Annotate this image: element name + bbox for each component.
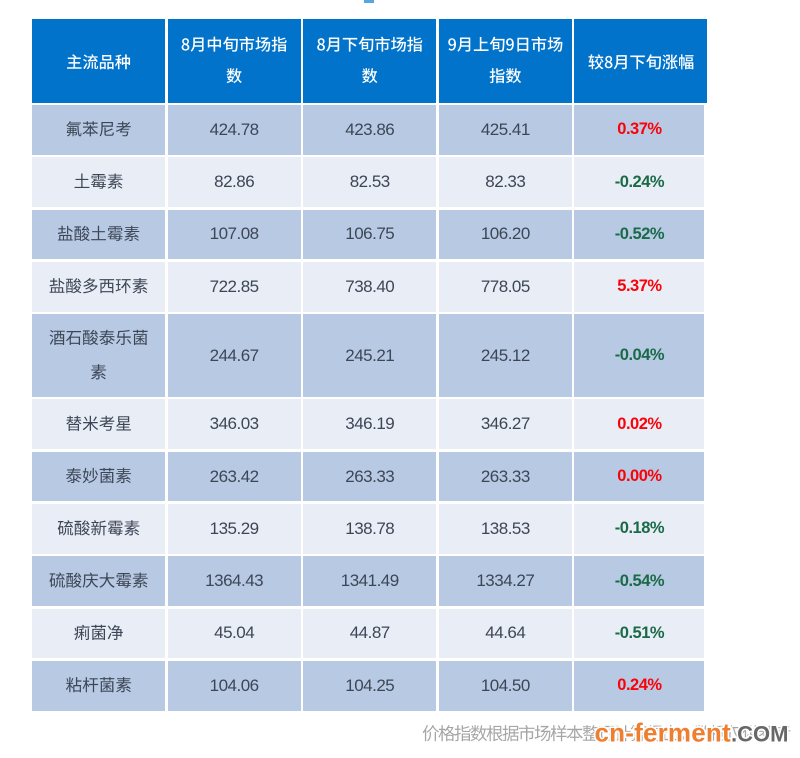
svg-text:cn-ferment: cn-ferment	[595, 718, 731, 748]
svg-text:.COM: .COM	[731, 722, 788, 747]
